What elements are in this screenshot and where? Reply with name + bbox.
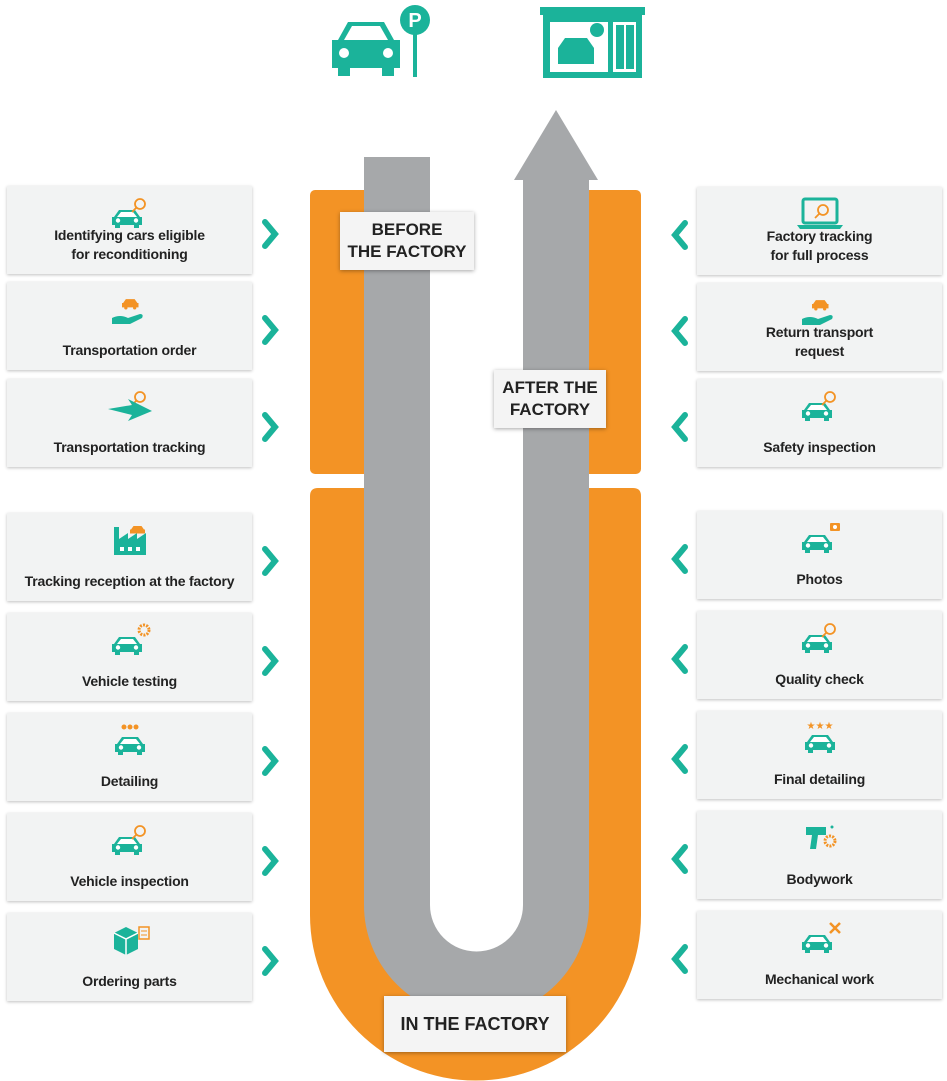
label-line: Transportation tracking — [53, 439, 206, 455]
chevron — [671, 744, 688, 774]
parking-icon: P — [332, 5, 430, 77]
chevron — [262, 315, 279, 345]
chevron — [262, 412, 279, 442]
step-label: Photos — [697, 570, 942, 589]
chevron — [671, 644, 688, 674]
step-label: Ordering parts — [7, 972, 252, 991]
step-icon — [7, 723, 252, 757]
step-card: Identifying cars eligible for recondition… — [7, 186, 252, 274]
chevron — [262, 846, 279, 876]
step-card: Bodywork — [697, 811, 942, 899]
step-label: Mechanical work — [697, 970, 942, 989]
label-line: Vehicle testing — [81, 673, 178, 689]
step-label: Factory tracking for full process — [697, 227, 942, 265]
label-line: request — [794, 343, 845, 359]
chevron — [262, 746, 279, 776]
label-line: Bodywork — [786, 871, 853, 887]
label-line: Transportation order — [62, 342, 197, 358]
label-line: Tracking reception at the factory — [24, 573, 235, 589]
step-card: Transportation order — [7, 282, 252, 370]
step-label: Identifying cars eligible for recondition… — [7, 226, 252, 264]
label-line: Mechanical work — [764, 971, 875, 987]
step-icon — [697, 921, 942, 955]
label-line: Factory tracking — [766, 228, 873, 244]
label-line: Detailing — [100, 773, 159, 789]
step-label: Transportation tracking — [7, 438, 252, 457]
step-icon — [697, 821, 942, 855]
chevron — [671, 544, 688, 574]
step-card: Transportation tracking — [7, 379, 252, 467]
label-line: Final detailing — [773, 771, 866, 787]
svg-text:★★★: ★★★ — [806, 721, 833, 732]
step-icon — [7, 196, 252, 230]
label-line: Safety inspection — [763, 439, 876, 455]
stage-label: AFTER THE FACTORY — [494, 370, 606, 428]
step-icon — [697, 621, 942, 655]
step-icon — [697, 197, 942, 231]
chevron — [262, 546, 279, 576]
chevron — [671, 844, 688, 874]
label-line: Return transport — [765, 324, 874, 340]
step-label: Quality check — [697, 670, 942, 689]
step-icon — [697, 389, 942, 423]
step-icon — [7, 292, 252, 326]
step-label: Transportation order — [7, 341, 252, 360]
chevron — [262, 946, 279, 976]
chevron — [262, 219, 279, 249]
step-icon — [7, 823, 252, 857]
step-icon — [7, 923, 252, 957]
stage-line: BEFORE — [371, 220, 443, 239]
stage-line: AFTER THE — [502, 378, 598, 397]
label-line: Photos — [796, 571, 843, 587]
step-label: Vehicle testing — [7, 672, 252, 691]
step-icon: ★★★ — [697, 721, 942, 755]
step-icon — [7, 623, 252, 657]
stage-label: BEFORE THE FACTORY — [340, 212, 474, 270]
step-card: Vehicle inspection — [7, 813, 252, 901]
gray-path — [364, 157, 589, 1018]
step-label: Safety inspection — [697, 438, 942, 457]
label-line: for reconditioning — [71, 246, 188, 262]
step-card: ★★★ Final detailing — [697, 711, 942, 799]
step-card: Detailing — [7, 713, 252, 801]
step-label: Final detailing — [697, 770, 942, 789]
chevron — [671, 220, 688, 250]
step-label: Vehicle inspection — [7, 872, 252, 891]
step-icon — [697, 521, 942, 555]
garage-icon — [540, 7, 645, 78]
step-label: Tracking reception at the factory — [7, 572, 252, 591]
label-line: Identifying cars eligible — [54, 227, 205, 243]
step-card: Photos — [697, 511, 942, 599]
step-label: Detailing — [7, 772, 252, 791]
chevron — [671, 412, 688, 442]
step-card: Quality check — [697, 611, 942, 699]
label-line: Vehicle inspection — [70, 873, 189, 889]
step-card: Ordering parts — [7, 913, 252, 1001]
step-label: Return transport request — [697, 323, 942, 361]
step-card: Vehicle testing — [7, 613, 252, 701]
label-line: Ordering parts — [82, 973, 177, 989]
arrow-head — [514, 110, 598, 180]
stage-line: THE FACTORY — [347, 242, 467, 261]
step-icon — [697, 293, 942, 327]
step-card: Return transport request — [697, 283, 942, 371]
step-card: Factory tracking for full process — [697, 187, 942, 275]
label-line: Quality check — [775, 671, 864, 687]
step-card: Safety inspection — [697, 379, 942, 467]
svg-text:P: P — [408, 10, 421, 32]
step-icon — [7, 389, 252, 423]
chevron — [671, 944, 688, 974]
stage-line: FACTORY — [509, 400, 591, 419]
chevron — [671, 316, 688, 346]
label-line: for full process — [770, 247, 869, 263]
stage-label: IN THE FACTORY — [384, 996, 566, 1052]
step-card: Tracking reception at the factory — [7, 513, 252, 601]
step-label: Bodywork — [697, 870, 942, 889]
step-card: Mechanical work — [697, 911, 942, 999]
step-icon — [7, 523, 252, 557]
chevron — [262, 646, 279, 676]
